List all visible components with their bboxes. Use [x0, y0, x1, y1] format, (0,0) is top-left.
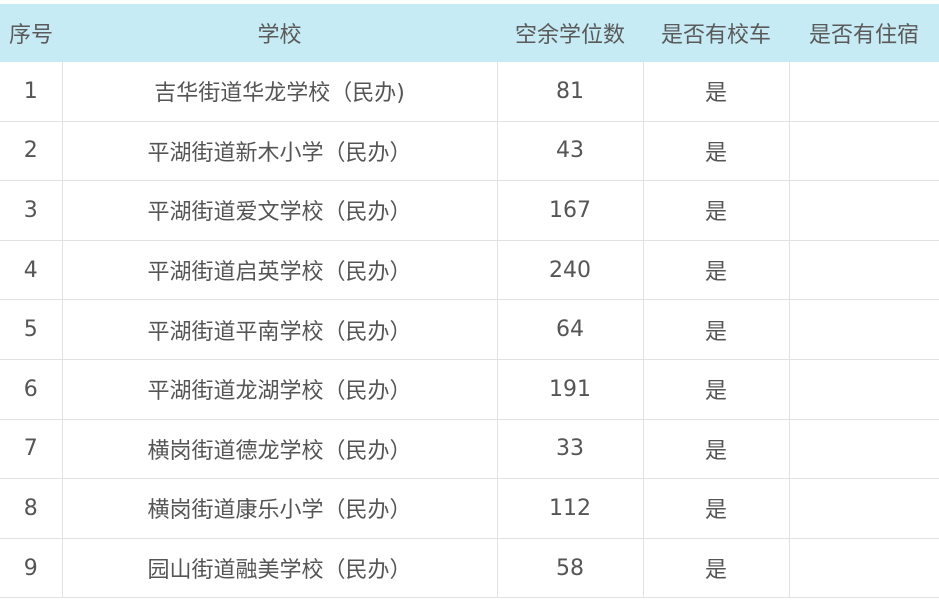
cell-school-bus: 是: [642, 239, 790, 301]
cell-number: 8: [0, 478, 63, 539]
cell-school-bus: 是: [642, 418, 790, 480]
cell-vacancies: 240: [496, 239, 644, 301]
cell-school: 平湖街道龙湖学校（民办）: [61, 358, 498, 420]
table-row: 2 平湖街道新木小学（民办） 43 是: [0, 120, 939, 182]
cell-number: 2: [0, 120, 63, 182]
header-school: 学校: [62, 4, 497, 62]
table-row: 9 园山街道融美学校（民办） 58 是: [0, 537, 939, 599]
cell-number: 6: [0, 358, 63, 420]
table-row: 3 平湖街道爱文学校（民办） 167 是: [0, 180, 939, 241]
cell-school: 平湖街道启英学校（民办）: [61, 239, 498, 301]
cell-school-bus: 是: [642, 180, 790, 241]
cell-school: 横岗街道德龙学校（民办）: [61, 418, 498, 480]
table-row: 6 平湖街道龙湖学校（民办） 191 是: [0, 358, 939, 420]
cell-school: 园山街道融美学校（民办）: [61, 537, 498, 599]
cell-number: 5: [0, 299, 63, 360]
header-boarding: 是否有住宿: [789, 4, 939, 62]
cell-school-bus: 是: [642, 537, 790, 599]
cell-school: 平湖街道平南学校（民办）: [61, 299, 498, 360]
cell-vacancies: 167: [496, 180, 644, 241]
cell-school: 吉华街道华龙学校（民办): [61, 62, 498, 122]
header-row: 序号 学校 空余学位数 是否有校车 是否有住宿: [0, 4, 939, 62]
cell-number: 1: [0, 62, 63, 122]
table-row: 7 横岗街道德龙学校（民办） 33 是: [0, 418, 939, 480]
cell-number: 7: [0, 418, 63, 480]
cell-number: 9: [0, 537, 63, 599]
table-row: 5 平湖街道平南学校（民办） 64 是: [0, 299, 939, 360]
cell-boarding: [788, 418, 939, 480]
cell-boarding: [788, 180, 939, 241]
cell-school-bus: 是: [642, 299, 790, 360]
cell-boarding: [788, 120, 939, 182]
cell-school-bus: 是: [642, 478, 790, 539]
cell-boarding: [788, 239, 939, 301]
cell-vacancies: 112: [496, 478, 644, 539]
header-number: 序号: [0, 4, 62, 62]
cell-boarding: [788, 62, 939, 122]
cell-vacancies: 33: [496, 418, 644, 480]
cell-vacancies: 58: [496, 537, 644, 599]
school-vacancy-table: 序号 学校 空余学位数 是否有校车 是否有住宿 1 吉华街道华龙学校（民办) 81 是…: [0, 4, 939, 599]
cell-vacancies: 81: [496, 62, 644, 122]
table-row: 1 吉华街道华龙学校（民办) 81 是: [0, 62, 939, 122]
cell-number: 4: [0, 239, 63, 301]
cell-vacancies: 64: [496, 299, 644, 360]
table-row: 4 平湖街道启英学校（民办） 240 是: [0, 239, 939, 301]
cell-boarding: [788, 537, 939, 599]
cell-boarding: [788, 299, 939, 360]
cell-boarding: [788, 478, 939, 539]
cell-school-bus: 是: [642, 358, 790, 420]
cell-vacancies: 43: [496, 120, 644, 182]
cell-school: 横岗街道康乐小学（民办）: [61, 478, 498, 539]
cell-boarding: [788, 358, 939, 420]
header-school-bus: 是否有校车: [643, 4, 789, 62]
table-row: 8 横岗街道康乐小学（民办） 112 是: [0, 478, 939, 539]
cell-school-bus: 是: [642, 62, 790, 122]
cell-vacancies: 191: [496, 358, 644, 420]
cell-school: 平湖街道爱文学校（民办）: [61, 180, 498, 241]
header-vacancies: 空余学位数: [497, 4, 643, 62]
cell-number: 3: [0, 180, 63, 241]
cell-school-bus: 是: [642, 120, 790, 182]
cell-school: 平湖街道新木小学（民办）: [61, 120, 498, 182]
